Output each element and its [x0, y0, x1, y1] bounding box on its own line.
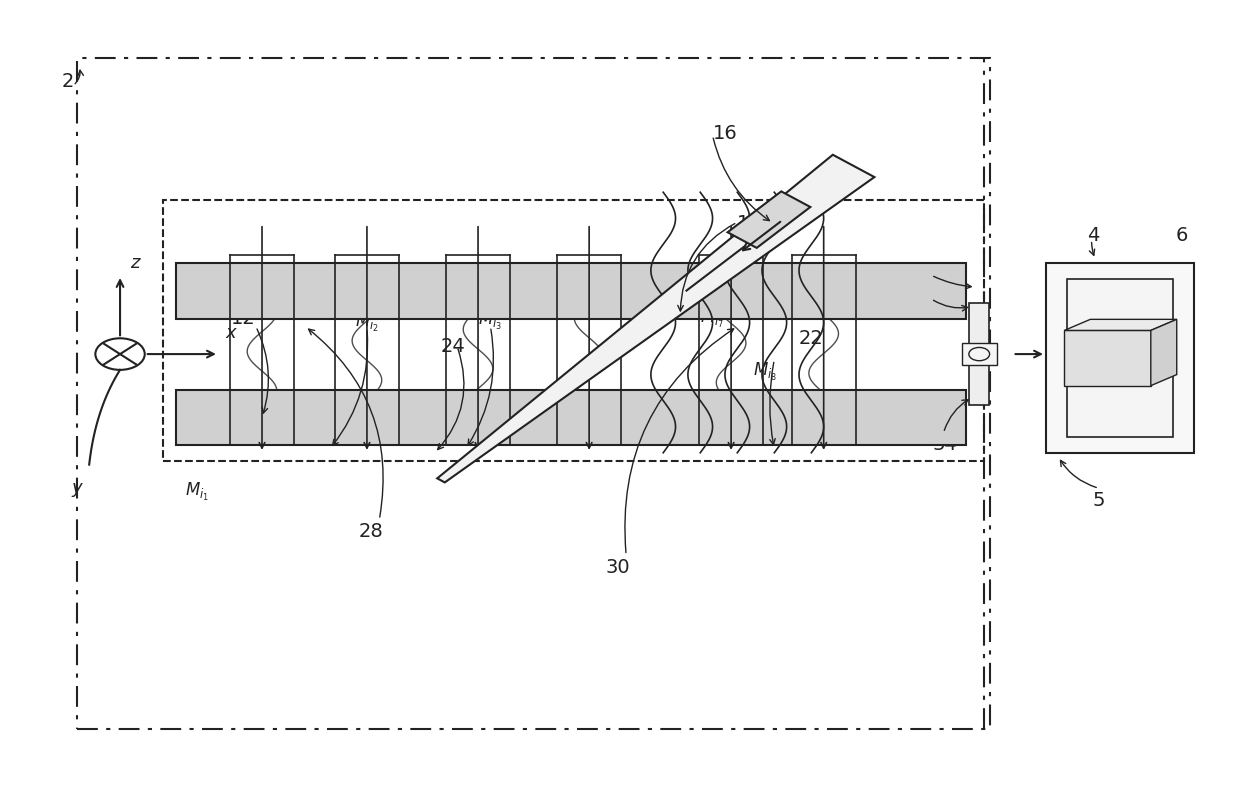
Text: $M_{i_1}$: $M_{i_1}$ [186, 481, 210, 503]
Text: 30: 30 [605, 558, 630, 576]
Bar [1045, 263, 1194, 453]
Text: 5: 5 [1092, 491, 1105, 510]
Bar [962, 343, 997, 365]
Text: $M_{i_2}$: $M_{i_2}$ [355, 312, 378, 334]
Bar [176, 263, 966, 319]
Text: $M_{i_3}$: $M_{i_3}$ [479, 310, 502, 332]
Text: 10: 10 [738, 215, 761, 233]
Bar [1066, 279, 1173, 437]
Text: 20: 20 [792, 305, 817, 324]
Text: 4: 4 [1086, 226, 1099, 245]
Text: 16: 16 [713, 123, 738, 142]
Text: 12: 12 [231, 309, 255, 328]
Text: 36: 36 [920, 266, 945, 285]
Text: z: z [130, 254, 139, 273]
Text: $M_{i_7}$: $M_{i_7}$ [701, 308, 724, 330]
Polygon shape [438, 155, 874, 483]
Bar [176, 390, 966, 445]
Polygon shape [728, 192, 811, 248]
Text: 22: 22 [799, 329, 823, 347]
Bar [164, 200, 985, 460]
Text: 6: 6 [1176, 226, 1188, 245]
Text: $M_{i_8}$: $M_{i_8}$ [754, 361, 777, 383]
Bar [970, 303, 990, 405]
Text: y: y [72, 479, 82, 497]
Text: 32: 32 [920, 289, 945, 308]
Polygon shape [1064, 320, 1177, 331]
Text: 24: 24 [441, 337, 466, 355]
Text: x: x [224, 324, 236, 342]
Bar [77, 58, 991, 729]
Text: 34: 34 [932, 436, 957, 455]
Text: 28: 28 [358, 522, 383, 541]
Text: 2: 2 [62, 72, 74, 91]
Bar [1064, 331, 1151, 386]
Polygon shape [1151, 320, 1177, 386]
